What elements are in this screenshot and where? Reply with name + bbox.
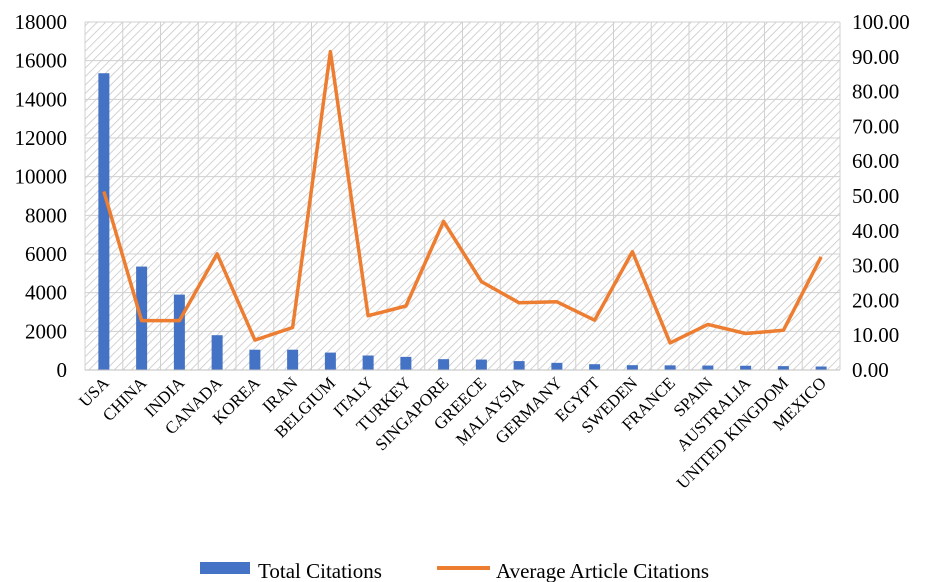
left-tick-label: 0 [57,358,68,382]
right-tick-label: 90.00 [852,45,899,69]
right-tick-label: 0.00 [852,358,889,382]
category-labels: USACHINAINDIACANADAKOREAIRANBELGIUMITALY… [75,373,830,493]
bar [589,364,601,370]
left-tick-label: 4000 [25,281,67,305]
bar [324,352,336,370]
left-tick-label: 14000 [15,87,68,111]
right-tick-label: 50.00 [852,184,899,208]
left-tick-label: 2000 [25,319,67,343]
gridlines [84,21,841,371]
bar [475,359,487,370]
bar [777,366,789,370]
category-label: CHINA [99,373,151,425]
left-tick-label: 8000 [25,203,67,227]
legend: Total Citations Average Article Citation… [200,559,709,582]
right-tick-label: 20.00 [852,288,899,312]
bar [740,365,752,370]
bar [400,356,412,370]
average-citations-line [102,49,823,345]
right-tick-label: 40.00 [852,219,899,243]
legend-line-label: Average Article Citations [496,559,709,582]
bar [438,359,450,370]
right-axis-ticks: 0.00 10.00 20.00 30.00 40.00 50.00 60.00 70.00 8… [852,10,910,382]
right-tick-label: 30.00 [852,254,899,278]
bar [664,365,676,370]
legend-bar-swatch [200,562,250,574]
bar [287,349,299,370]
left-axis-ticks: 0 2000 4000 6000 8000 10000 12000 14000 16000 180… [15,10,68,382]
bar [626,365,638,370]
right-tick-label: 70.00 [852,114,899,138]
left-tick-label: 18000 [15,10,68,34]
bar [362,355,374,370]
left-tick-label: 6000 [25,242,67,266]
bar [211,335,223,370]
line-series [102,49,823,345]
bar [173,294,185,370]
bar [702,365,714,370]
bar [815,366,827,370]
bar [513,361,525,370]
left-tick-label: 10000 [15,165,68,189]
bar [98,73,110,370]
left-tick-label: 16000 [15,49,68,73]
left-tick-label: 12000 [15,126,68,150]
right-tick-label: 100.00 [852,10,910,34]
right-tick-label: 80.00 [852,80,899,104]
right-tick-label: 60.00 [852,149,899,173]
bar [551,362,563,370]
legend-bar-label: Total Citations [258,559,382,582]
right-tick-label: 10.00 [852,323,899,347]
bar [249,349,261,370]
